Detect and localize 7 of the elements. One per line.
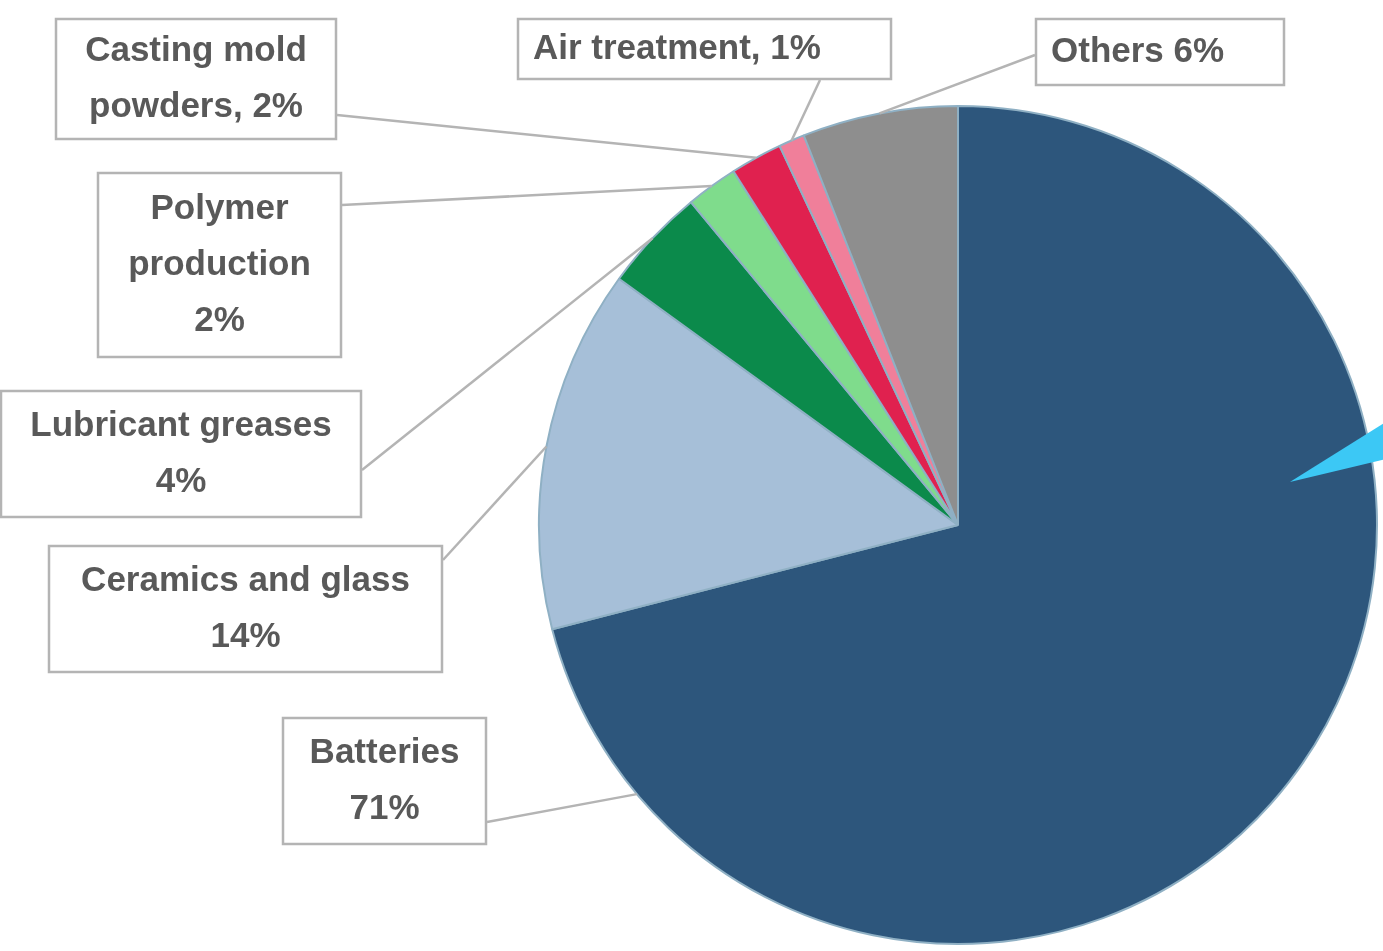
slice-label: Others 6% — [1051, 29, 1225, 69]
slice-label: Air treatment, 1% — [533, 26, 821, 66]
slice-label: Ceramics and glass 14% — [81, 558, 410, 654]
slice-label: Lubricant greases 4% — [30, 403, 332, 499]
slice-label: Casting mold powders, 2% — [85, 28, 307, 124]
slice-label: Polymer production 2% — [128, 186, 311, 338]
slice-label: Batteries 71% — [309, 730, 460, 826]
